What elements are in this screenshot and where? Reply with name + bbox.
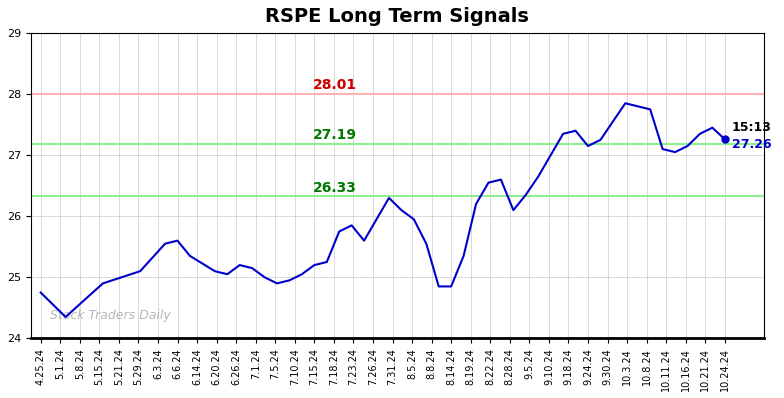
Text: 26.33: 26.33 [313,181,357,195]
Text: 15:13: 15:13 [731,121,771,134]
Text: 27.26: 27.26 [731,138,771,151]
Text: Stock Traders Daily: Stock Traders Daily [50,309,171,322]
Text: 27.19: 27.19 [313,128,357,142]
Text: 28.01: 28.01 [313,78,357,92]
Title: RSPE Long Term Signals: RSPE Long Term Signals [266,7,529,26]
